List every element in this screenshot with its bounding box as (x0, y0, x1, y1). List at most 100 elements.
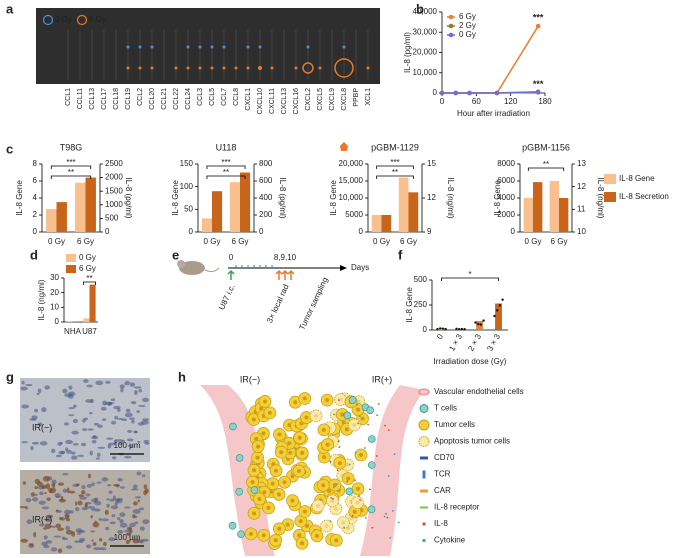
stain (78, 494, 84, 497)
bubble (234, 66, 238, 70)
cell-nucleus (324, 524, 329, 529)
cytokine-dot (364, 516, 367, 519)
data-point (439, 327, 442, 330)
nucleus (119, 486, 125, 489)
bar (83, 318, 90, 322)
nucleus (68, 385, 73, 390)
cytokine-dot (383, 515, 386, 518)
stain (75, 483, 80, 487)
category-label: 6 Gy (232, 237, 249, 246)
bar (56, 202, 67, 232)
nucleus (45, 540, 53, 544)
nucleus (44, 385, 51, 390)
nucleus (91, 498, 98, 503)
y-axis-title: IL-8 (ng/ml) (37, 279, 46, 320)
point (467, 90, 472, 96)
stain (36, 481, 43, 487)
bar (398, 177, 409, 232)
nucleus (102, 400, 108, 406)
cell-nucleus (262, 399, 267, 404)
stain (87, 473, 91, 479)
data-point (436, 327, 439, 331)
nucleus (93, 547, 102, 551)
cytokine-dot (336, 483, 338, 485)
stain (77, 500, 83, 506)
nucleus (110, 398, 116, 402)
t-cell (367, 435, 376, 443)
cell-nucleus (249, 531, 254, 536)
t-cell (366, 406, 375, 415)
data-point (460, 327, 464, 331)
il8-dot (367, 423, 369, 426)
tick-label: 50 (184, 204, 193, 213)
condition-label: IR(−) (240, 374, 260, 384)
nucleus (124, 412, 133, 418)
category-label: CCL1 (65, 88, 72, 106)
nucleus (21, 380, 25, 385)
bubble (138, 66, 142, 70)
significance-bracket (527, 167, 565, 171)
y2-axis-title: IL-8 (ng/ml) (596, 178, 605, 219)
cell-nucleus (270, 481, 275, 486)
category-label: CXCL8 (341, 88, 348, 111)
point (494, 90, 500, 96)
cell-nucleus (337, 461, 342, 466)
nucleus (96, 481, 102, 484)
bubble (174, 66, 178, 70)
category-label: CCL20 (149, 88, 156, 110)
nucleus (20, 386, 28, 391)
legend-label: CD70 (434, 453, 455, 462)
mouse-body (179, 261, 205, 275)
stain (92, 542, 97, 546)
cell-nucleus (293, 400, 298, 405)
chart-title: U118 (216, 142, 237, 152)
stain (44, 523, 52, 529)
bubble (186, 45, 190, 49)
stain (57, 548, 63, 554)
cytokine-dot (354, 451, 357, 454)
highlight-marker (340, 142, 348, 151)
significance-label: *** (390, 158, 399, 167)
il8-dot (385, 512, 387, 515)
stain (52, 482, 55, 489)
nucleus (107, 443, 112, 449)
legend-label: 0 Gy (79, 253, 96, 262)
legend-icon (420, 489, 428, 493)
nucleus (85, 493, 91, 497)
nucleus (81, 484, 86, 490)
tick-label: 0 (511, 227, 516, 236)
stain (58, 498, 67, 503)
nucleus (93, 508, 101, 512)
nucleus (86, 483, 92, 488)
stain (19, 506, 27, 509)
stain (126, 532, 132, 536)
nucleus (81, 506, 89, 511)
cytokine-dot (391, 509, 394, 512)
nucleus (34, 408, 39, 413)
category-label: CXCL1 (245, 88, 252, 111)
bubble (334, 58, 354, 78)
category-label: CXCL16 (293, 88, 300, 115)
cell-nucleus (332, 482, 337, 487)
timeline-marks: 8,9,10 (274, 253, 297, 262)
nucleus (83, 379, 89, 383)
tick-label: 8000 (497, 159, 515, 168)
il8-dot (351, 514, 354, 517)
legend-label: Tumor cells (434, 420, 475, 429)
cell-nucleus (288, 450, 293, 455)
category-label: 0 (435, 332, 445, 341)
timeline-event: 3× local rad (265, 283, 291, 325)
nucleus (30, 445, 34, 451)
category-label: CCL7 (221, 88, 228, 106)
tick-label: 11 (577, 204, 586, 213)
il8-dot (369, 488, 371, 491)
stain (132, 501, 138, 506)
nucleus (134, 521, 139, 524)
cell-nucleus (304, 415, 309, 420)
timeline-arrowhead (340, 265, 347, 271)
data-point (482, 319, 485, 322)
data-point (441, 327, 445, 330)
category-label: 0 Gy (48, 237, 65, 246)
stain (65, 518, 71, 522)
stain (68, 490, 76, 494)
